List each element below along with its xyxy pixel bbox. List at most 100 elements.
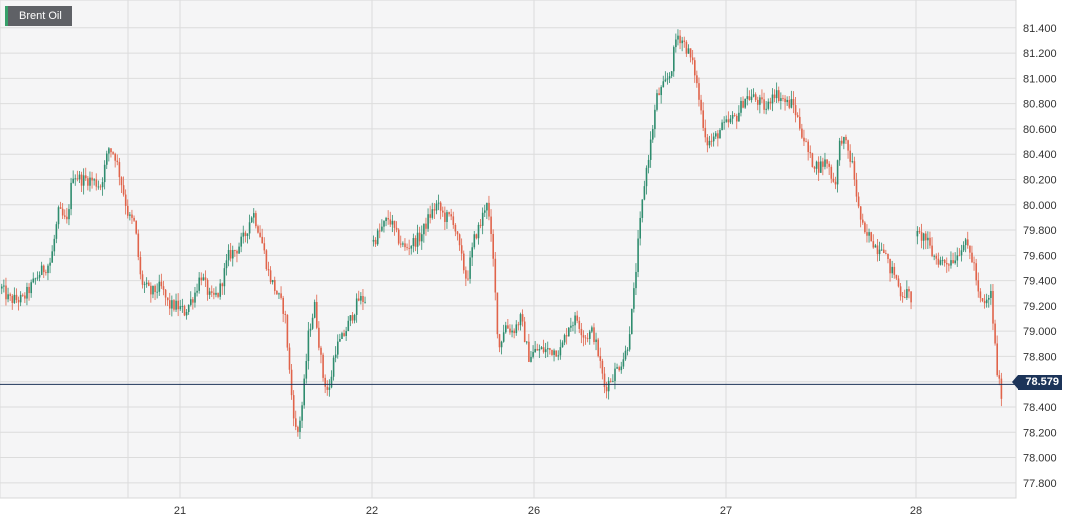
candle-up: [391, 220, 394, 225]
candle-up: [185, 312, 188, 316]
candle-down: [64, 215, 66, 217]
candle-down: [704, 127, 707, 138]
candle-down: [221, 283, 224, 287]
candle-up: [874, 245, 877, 248]
candle-down: [717, 133, 719, 139]
candle-down: [173, 300, 175, 310]
candle-down: [460, 245, 463, 254]
candle-down: [998, 375, 1001, 379]
y-tick-label: 78.000: [1023, 453, 1057, 465]
candle-up: [637, 238, 639, 272]
y-tick-label: 78.200: [1023, 427, 1057, 439]
candle-up: [156, 291, 158, 293]
candle-up: [347, 320, 350, 332]
candle-up: [547, 348, 549, 350]
candle-up: [824, 159, 826, 167]
last-price-value: 78.579: [1025, 376, 1059, 388]
candle-down: [110, 148, 112, 153]
candle-up: [250, 217, 253, 223]
candle-down: [549, 348, 551, 350]
candle-down: [234, 250, 236, 251]
candle-down: [784, 98, 786, 103]
y-tick-label: 80.200: [1023, 174, 1057, 186]
candle-down: [124, 194, 127, 206]
candle-up: [616, 367, 618, 369]
candle-up: [202, 277, 205, 281]
candle-up: [656, 93, 658, 110]
candle-up: [927, 237, 929, 241]
candle-up: [30, 282, 32, 294]
candle-down: [154, 285, 156, 293]
candle-up: [670, 71, 673, 77]
candle-up: [181, 306, 184, 307]
candle-up: [570, 325, 572, 328]
y-tick-label: 79.000: [1023, 326, 1057, 338]
candle-up: [960, 250, 963, 256]
candle-down: [439, 202, 442, 211]
candle-up: [725, 119, 728, 122]
candle-down: [358, 298, 360, 301]
candle-up: [502, 332, 505, 342]
candle-down: [429, 214, 431, 218]
candle-down: [517, 324, 520, 326]
candle-up: [572, 325, 574, 327]
candle-up: [815, 161, 818, 169]
candle-up: [194, 292, 196, 303]
candle-up: [70, 182, 72, 210]
candle-up: [662, 81, 665, 88]
candle-up: [305, 361, 308, 379]
y-axis-labels: 81.400 81.200 81.000 80.800 80.600 80.400 80.2…: [1023, 23, 1057, 490]
candle-down: [217, 292, 219, 297]
candle-down: [166, 297, 169, 301]
candle-up: [738, 112, 740, 122]
candle-up: [622, 359, 625, 367]
candle-up: [740, 100, 742, 113]
candle-down: [160, 281, 163, 287]
candle-down: [864, 222, 866, 233]
candle-down: [702, 110, 704, 128]
candle-down: [578, 320, 581, 329]
candle-down: [536, 348, 539, 351]
candle-down: [318, 327, 320, 348]
candle-up: [376, 230, 379, 245]
candle-down: [133, 217, 135, 221]
candle-down: [973, 262, 975, 264]
candle-down: [116, 160, 119, 163]
candle-down: [601, 360, 604, 374]
candle-down: [523, 321, 526, 343]
candle-down: [813, 167, 816, 169]
candle-up: [559, 347, 562, 356]
candle-up: [746, 96, 749, 99]
candle-up: [337, 341, 339, 355]
candle-down: [76, 178, 79, 180]
candle-up: [591, 327, 593, 332]
candle-down: [257, 226, 259, 233]
candle-down: [509, 328, 511, 333]
legend-badge[interactable]: Brent Oil: [5, 6, 72, 26]
candle-up: [307, 330, 310, 362]
candle-down: [528, 341, 530, 362]
candle-up: [55, 224, 58, 239]
candle-up: [53, 238, 56, 252]
candle-down: [177, 300, 179, 310]
candle-down: [757, 99, 759, 105]
candle-up: [687, 48, 690, 54]
candle-down: [290, 369, 293, 396]
candle-down: [788, 99, 791, 108]
candle-up: [906, 289, 908, 298]
candle-down: [872, 241, 875, 248]
candle-down: [698, 83, 700, 100]
candle-up: [215, 292, 217, 295]
candle-up: [74, 178, 77, 180]
candle-down: [259, 232, 261, 237]
candle-down: [61, 208, 64, 216]
candle-up: [820, 161, 822, 173]
candle-down: [425, 223, 427, 229]
candle-down: [414, 238, 417, 247]
candle-up: [108, 148, 110, 154]
candle-up: [355, 298, 358, 315]
candle-up: [402, 243, 404, 245]
candle-down: [551, 349, 553, 355]
candle-up: [190, 299, 192, 305]
candle-up: [246, 233, 249, 236]
